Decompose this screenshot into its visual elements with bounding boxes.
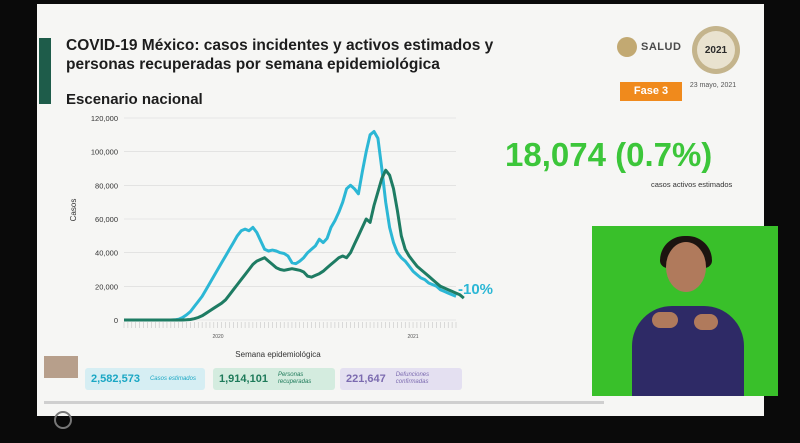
interpreter-hand-left bbox=[652, 312, 678, 328]
page-subtitle: Escenario nacional bbox=[66, 91, 203, 108]
x-axis-label: Semana epidemiológica bbox=[235, 350, 321, 359]
series-line-active bbox=[124, 168, 465, 322]
salud-logo: SALUD bbox=[617, 37, 681, 57]
summary-value: 2,582,573 bbox=[91, 373, 140, 385]
circle-icon bbox=[54, 411, 72, 429]
summary-card-estimated: 2,582,573 Casos estimados bbox=[85, 368, 205, 390]
active-cases-caption: casos activos estimados bbox=[651, 180, 733, 189]
accent-bar bbox=[39, 38, 51, 104]
summary-label: Defunciones confirmadas bbox=[395, 372, 430, 385]
sign-language-interpreter bbox=[592, 226, 778, 396]
y-tick-label: 120,000 bbox=[91, 114, 118, 123]
report-date: 23 mayo, 2021 bbox=[689, 82, 737, 89]
y-tick-labels: 0 20,000 40,000 60,000 80,000 100,000 120,000 bbox=[91, 114, 118, 325]
series-lines bbox=[124, 130, 465, 322]
page-title: COVID-19 México: casos incidentes y acti… bbox=[66, 37, 494, 73]
year-label-2020: 2020 bbox=[212, 334, 223, 340]
summary-card-recovered: 1,914,101 Personas recuperadas bbox=[213, 368, 335, 390]
interpreter-hand-right bbox=[694, 314, 718, 330]
active-cases-value: 18,074 (0.7%) bbox=[505, 136, 713, 173]
y-axis-label: Casos bbox=[69, 199, 78, 222]
y-tick-label: 20,000 bbox=[95, 282, 118, 291]
y-tick-label: 40,000 bbox=[95, 249, 118, 258]
seal-icon bbox=[617, 37, 637, 57]
emblem-text: 2021 bbox=[697, 31, 735, 69]
change-label: -10% bbox=[458, 281, 493, 298]
summary-value: 221,647 bbox=[346, 373, 386, 385]
year-label-2021: 2021 bbox=[407, 334, 418, 340]
y-tick-label: 80,000 bbox=[95, 181, 118, 190]
summary-value: 1,914,101 bbox=[219, 373, 268, 385]
summary-label: Personas recuperadas bbox=[277, 372, 312, 385]
x-ticks bbox=[123, 322, 457, 328]
y-tick-label: 100,000 bbox=[91, 148, 118, 157]
city-illustration bbox=[44, 356, 78, 378]
y-tick-label: 0 bbox=[114, 316, 118, 325]
logo-text: SALUD bbox=[641, 41, 682, 53]
summary-card-deaths: 221,647 Defunciones confirmadas bbox=[340, 368, 462, 390]
series-line-estimated bbox=[124, 130, 457, 322]
source-footnote bbox=[44, 401, 604, 404]
y-tick-label: 60,000 bbox=[95, 215, 118, 224]
phase-badge: Fase 3 bbox=[620, 82, 682, 101]
interpreter-head bbox=[666, 242, 706, 292]
emblem-icon: 2021 bbox=[692, 26, 740, 74]
summary-label: Casos estimados bbox=[149, 375, 196, 382]
gridlines bbox=[124, 117, 456, 321]
interpreter-body bbox=[632, 306, 744, 396]
